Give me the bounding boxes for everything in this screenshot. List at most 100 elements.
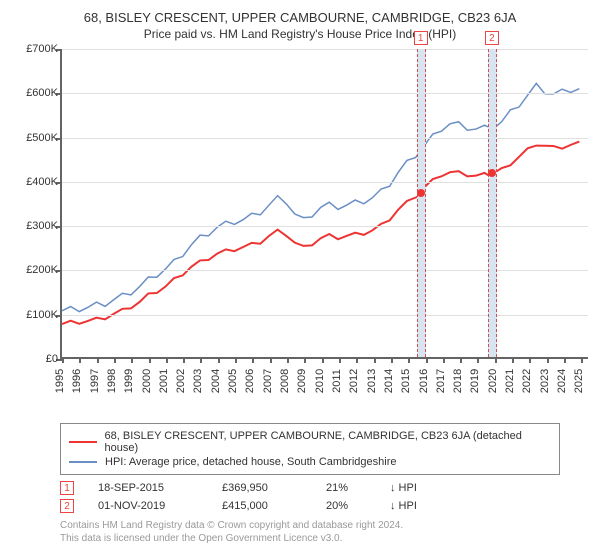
transaction-date: 18-SEP-2015 <box>98 482 198 494</box>
gridline <box>62 315 588 316</box>
x-axis-label: 1997 <box>89 369 101 393</box>
x-tick <box>564 357 566 363</box>
x-axis-label: 2021 <box>504 369 516 393</box>
legend-swatch <box>69 441 97 443</box>
transaction-number-box: 2 <box>60 499 74 513</box>
x-axis-label: 2022 <box>521 369 533 393</box>
y-axis-label: £100K <box>26 309 58 321</box>
x-tick <box>218 357 220 363</box>
x-tick <box>512 357 514 363</box>
x-tick <box>270 357 272 363</box>
x-axis-label: 2018 <box>452 369 464 393</box>
footer-line-1: Contains HM Land Registry data © Crown c… <box>60 519 588 532</box>
x-tick <box>339 357 341 363</box>
x-axis-label: 2023 <box>539 369 551 393</box>
x-tick <box>374 357 376 363</box>
x-axis-label: 1995 <box>54 369 66 393</box>
x-tick <box>529 357 531 363</box>
x-tick <box>408 357 410 363</box>
gridline <box>62 182 588 183</box>
y-axis-label: £500K <box>26 132 58 144</box>
transaction-pct: 21% <box>326 482 366 494</box>
x-axis-label: 1999 <box>123 369 135 393</box>
x-axis-label: 2015 <box>400 369 412 393</box>
x-tick <box>356 357 358 363</box>
transaction-rows: 118-SEP-2015£369,95021%↓ HPI201-NOV-2019… <box>60 481 588 513</box>
x-axis-label: 2000 <box>141 369 153 393</box>
x-axis-label: 2016 <box>418 369 430 393</box>
legend-swatch <box>69 461 97 463</box>
x-tick <box>149 357 151 363</box>
x-tick <box>235 357 237 363</box>
transaction-price: £369,950 <box>222 482 302 494</box>
chart-title: 68, BISLEY CRESCENT, UPPER CAMBOURNE, CA… <box>12 10 588 25</box>
x-tick <box>547 357 549 363</box>
y-axis-label: £300K <box>26 220 58 232</box>
gridline <box>62 49 588 50</box>
x-tick <box>97 357 99 363</box>
x-tick <box>581 357 583 363</box>
x-axis-label: 2007 <box>262 369 274 393</box>
transaction-price: £415,000 <box>222 500 302 512</box>
x-axis-label: 2008 <box>279 369 291 393</box>
transaction-row: 2 01-NOV-2019 £415,000 20% ↓ HPI <box>60 499 588 513</box>
x-tick <box>304 357 306 363</box>
x-tick <box>391 357 393 363</box>
x-axis-label: 2024 <box>556 369 568 393</box>
x-axis-label: 2019 <box>469 369 481 393</box>
x-tick <box>252 357 254 363</box>
transaction-dot <box>488 169 496 177</box>
footer-line-2: This data is licensed under the Open Gov… <box>60 532 588 545</box>
x-tick <box>200 357 202 363</box>
x-axis-label: 2005 <box>227 369 239 393</box>
x-tick <box>166 357 168 363</box>
x-axis-label: 2014 <box>383 369 395 393</box>
gridline <box>62 138 588 139</box>
chart-subtitle: Price paid vs. HM Land Registry's House … <box>12 27 588 41</box>
series-line-hpi <box>62 83 579 311</box>
legend-row: 68, BISLEY CRESCENT, UPPER CAMBOURNE, CA… <box>69 430 551 454</box>
x-axis-label: 1998 <box>106 369 118 393</box>
transaction-marker-box: 2 <box>485 31 499 45</box>
x-axis-label: 2002 <box>175 369 187 393</box>
highlight-band <box>488 49 497 357</box>
x-axis-label: 2001 <box>158 369 170 393</box>
x-axis-label: 1996 <box>71 369 83 393</box>
x-axis-label: 2017 <box>435 369 447 393</box>
chart-area: 12 £0£100K£200K£300K£400K£500K£600K£700K… <box>12 49 588 399</box>
y-axis-label: £200K <box>26 264 58 276</box>
y-axis-label: £600K <box>26 87 58 99</box>
transaction-dot <box>417 189 425 197</box>
transaction-arrow-icon: ↓ HPI <box>390 482 417 494</box>
transaction-date: 01-NOV-2019 <box>98 500 198 512</box>
x-axis-label: 2006 <box>244 369 256 393</box>
x-tick <box>114 357 116 363</box>
x-axis-label: 2010 <box>314 369 326 393</box>
y-axis-label: £400K <box>26 176 58 188</box>
highlight-band <box>417 49 426 357</box>
x-axis-label: 2011 <box>331 369 343 393</box>
x-axis-label: 2020 <box>487 369 499 393</box>
y-axis-label: £0 <box>46 353 58 365</box>
legend-box: 68, BISLEY CRESCENT, UPPER CAMBOURNE, CA… <box>60 423 560 475</box>
x-tick <box>460 357 462 363</box>
x-tick <box>183 357 185 363</box>
x-axis-label: 2004 <box>210 369 222 393</box>
legend-label: HPI: Average price, detached house, Sout… <box>105 456 396 468</box>
transaction-row: 118-SEP-2015£369,95021%↓ HPI <box>60 481 588 495</box>
x-tick <box>426 357 428 363</box>
x-axis-label: 2012 <box>348 369 360 393</box>
x-tick <box>495 357 497 363</box>
x-tick <box>131 357 133 363</box>
x-tick <box>477 357 479 363</box>
x-tick <box>287 357 289 363</box>
transaction-arrow-icon: ↓ HPI <box>390 500 417 512</box>
series-line-property <box>62 142 579 324</box>
plot-region: 12 <box>60 49 588 359</box>
gridline <box>62 270 588 271</box>
transaction-pct: 20% <box>326 500 366 512</box>
x-tick <box>322 357 324 363</box>
x-axis-label: 2025 <box>573 369 585 393</box>
x-axis-label: 2013 <box>366 369 378 393</box>
x-tick <box>443 357 445 363</box>
